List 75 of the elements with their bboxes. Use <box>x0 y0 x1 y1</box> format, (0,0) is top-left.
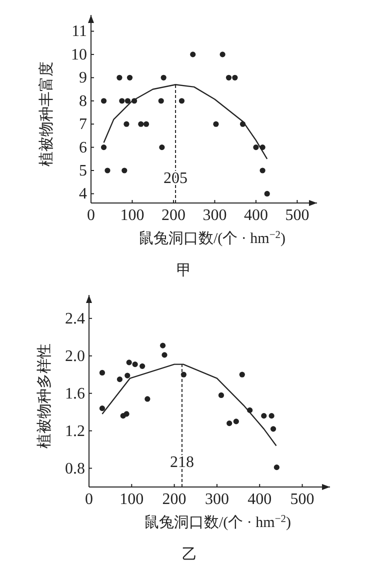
x-tick-label: 200 <box>161 207 186 224</box>
x-tick-label: 0 <box>87 207 95 224</box>
point <box>116 74 122 80</box>
point <box>162 352 168 358</box>
point <box>99 406 106 412</box>
text: 乙 <box>182 547 197 563</box>
y-tick-label: 2.0 <box>65 348 85 365</box>
x-tick-label: 0 <box>85 491 93 508</box>
point <box>260 168 266 174</box>
point <box>144 396 150 402</box>
x-tick-label: 400 <box>244 207 268 224</box>
point <box>126 360 132 366</box>
ref-line-label: 218 <box>170 454 194 471</box>
point <box>226 420 232 426</box>
point <box>268 413 274 419</box>
point <box>218 392 224 398</box>
y-tick-label: 10 <box>71 46 87 64</box>
point <box>124 121 130 127</box>
y-tick-label: 2.4 <box>65 310 85 328</box>
text: 甲 <box>176 263 192 279</box>
point <box>124 372 130 378</box>
x-tick-label: 500 <box>285 207 310 224</box>
point <box>132 362 138 368</box>
y-tick-label: 8 <box>79 92 87 110</box>
point <box>124 98 131 104</box>
x-tick-label: 100 <box>120 207 144 224</box>
point <box>160 74 166 80</box>
y-tick-label: 1.6 <box>65 385 85 402</box>
point <box>190 52 196 58</box>
point <box>213 121 219 127</box>
x-tick-label: 400 <box>248 491 272 508</box>
point <box>220 52 226 58</box>
point <box>264 190 270 197</box>
y-axis-title: 植被物种多样性 <box>36 344 53 448</box>
point <box>159 144 165 150</box>
point <box>226 74 232 80</box>
point <box>274 464 280 470</box>
point <box>124 411 130 417</box>
ref-line-label: 205 <box>164 170 188 187</box>
point <box>126 74 133 80</box>
y-tick-label: 11 <box>72 23 87 40</box>
point <box>261 413 267 419</box>
y-tick-label: 9 <box>79 70 87 87</box>
point <box>119 98 125 104</box>
y-tick-label: 1.2 <box>65 422 85 440</box>
point <box>253 144 259 150</box>
x-tick-label: 100 <box>120 491 144 508</box>
y-tick-label: 7 <box>79 116 87 134</box>
x-axis-title: 鼠兔洞口数/(个 · hm$^{−2}$) <box>144 514 291 531</box>
point <box>270 426 276 432</box>
x-axis-title: 鼠兔洞口数/(个 · hm$^{−2}$) <box>138 230 286 247</box>
y-tick-label: 6 <box>79 139 87 156</box>
point <box>100 144 107 150</box>
point <box>143 121 150 127</box>
y-axis-title: 植被物种丰富度 <box>38 62 55 166</box>
y-tick-label: 5 <box>79 162 87 180</box>
x-tick-label: 500 <box>290 491 314 508</box>
point <box>232 74 238 80</box>
point <box>104 168 110 174</box>
point <box>160 342 166 348</box>
y-tick-label: 0.8 <box>65 460 85 478</box>
point <box>178 98 185 104</box>
x-tick-label: 300 <box>202 207 227 224</box>
point <box>100 98 107 104</box>
x-tick-label: 300 <box>204 491 229 508</box>
point <box>158 98 164 104</box>
y-tick-label: 4 <box>79 186 87 203</box>
point <box>116 376 123 382</box>
point <box>99 370 106 376</box>
point <box>140 363 146 369</box>
point <box>239 372 245 378</box>
point <box>233 418 239 424</box>
x-tick-label: 200 <box>162 491 186 508</box>
point <box>138 121 144 127</box>
point <box>122 168 128 174</box>
